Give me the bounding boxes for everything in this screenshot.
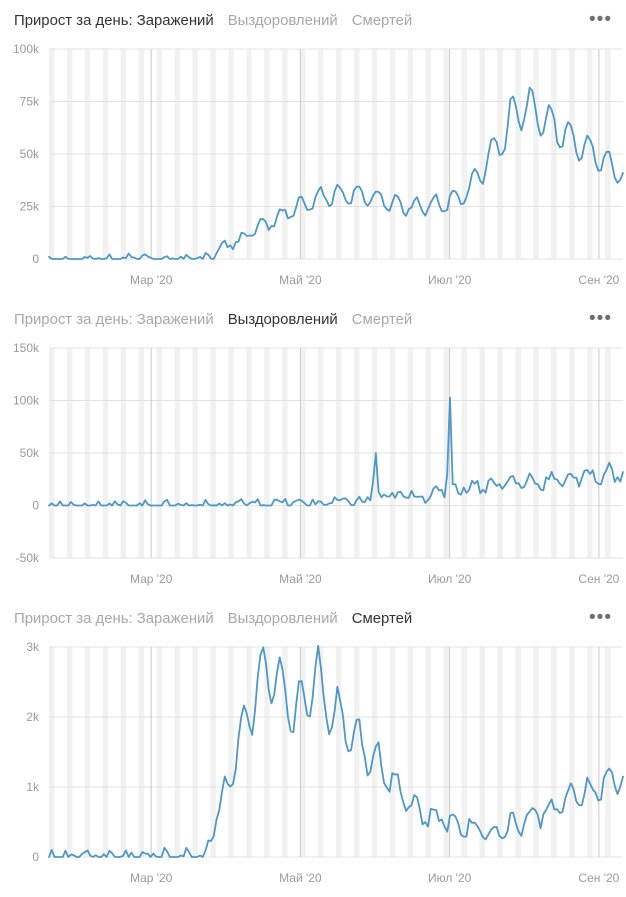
svg-text:Май '20: Май '20 [279,572,322,586]
svg-text:0: 0 [32,850,39,864]
svg-text:Сен '20: Сен '20 [578,572,619,586]
svg-text:50k: 50k [20,147,40,161]
svg-text:Июл '20: Июл '20 [428,572,472,586]
svg-text:Июл '20: Июл '20 [428,871,472,885]
svg-text:1k: 1k [26,780,40,794]
svg-text:75k: 75k [20,95,40,109]
svg-text:50k: 50k [20,446,40,460]
svg-text:Май '20: Май '20 [279,871,322,885]
svg-text:25k: 25k [20,200,40,214]
svg-text:100k: 100k [13,394,40,408]
svg-text:3k: 3k [26,640,40,654]
svg-text:Июл '20: Июл '20 [428,273,472,287]
svg-text:-50k: -50k [16,551,40,565]
svg-text:Май '20: Май '20 [279,273,322,287]
svg-text:0: 0 [32,499,39,513]
svg-text:Сен '20: Сен '20 [578,871,619,885]
svg-text:Сен '20: Сен '20 [578,273,619,287]
svg-text:Мар '20: Мар '20 [130,572,173,586]
svg-text:100k: 100k [13,42,40,56]
svg-text:0: 0 [32,252,39,266]
svg-text:2k: 2k [26,710,40,724]
svg-text:150k: 150k [13,341,40,355]
svg-text:Мар '20: Мар '20 [130,871,173,885]
svg-text:Мар '20: Мар '20 [130,273,173,287]
